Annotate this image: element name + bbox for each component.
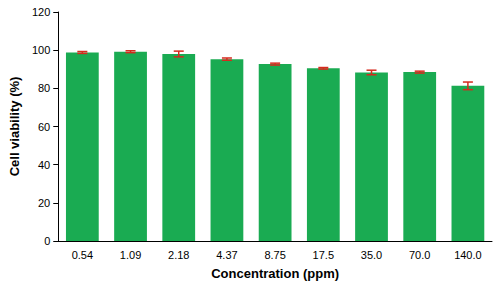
svg-text:0: 0 [44, 235, 50, 247]
svg-text:40: 40 [38, 159, 50, 171]
svg-text:140.0: 140.0 [454, 249, 482, 261]
svg-text:0.54: 0.54 [72, 249, 93, 261]
svg-text:20: 20 [38, 197, 50, 209]
svg-text:8.75: 8.75 [264, 249, 285, 261]
svg-text:120: 120 [32, 6, 50, 18]
svg-text:2.18: 2.18 [168, 249, 189, 261]
svg-text:70.0: 70.0 [409, 249, 430, 261]
svg-text:1.09: 1.09 [120, 249, 141, 261]
svg-text:80: 80 [38, 82, 50, 94]
svg-text:4.37: 4.37 [216, 249, 237, 261]
svg-text:35.0: 35.0 [361, 249, 382, 261]
svg-text:Concentration (ppm): Concentration (ppm) [211, 266, 339, 281]
svg-text:17.5: 17.5 [313, 249, 334, 261]
svg-text:Cell viability (%): Cell viability (%) [7, 77, 22, 177]
svg-text:60: 60 [38, 121, 50, 133]
svg-text:100: 100 [32, 44, 50, 56]
